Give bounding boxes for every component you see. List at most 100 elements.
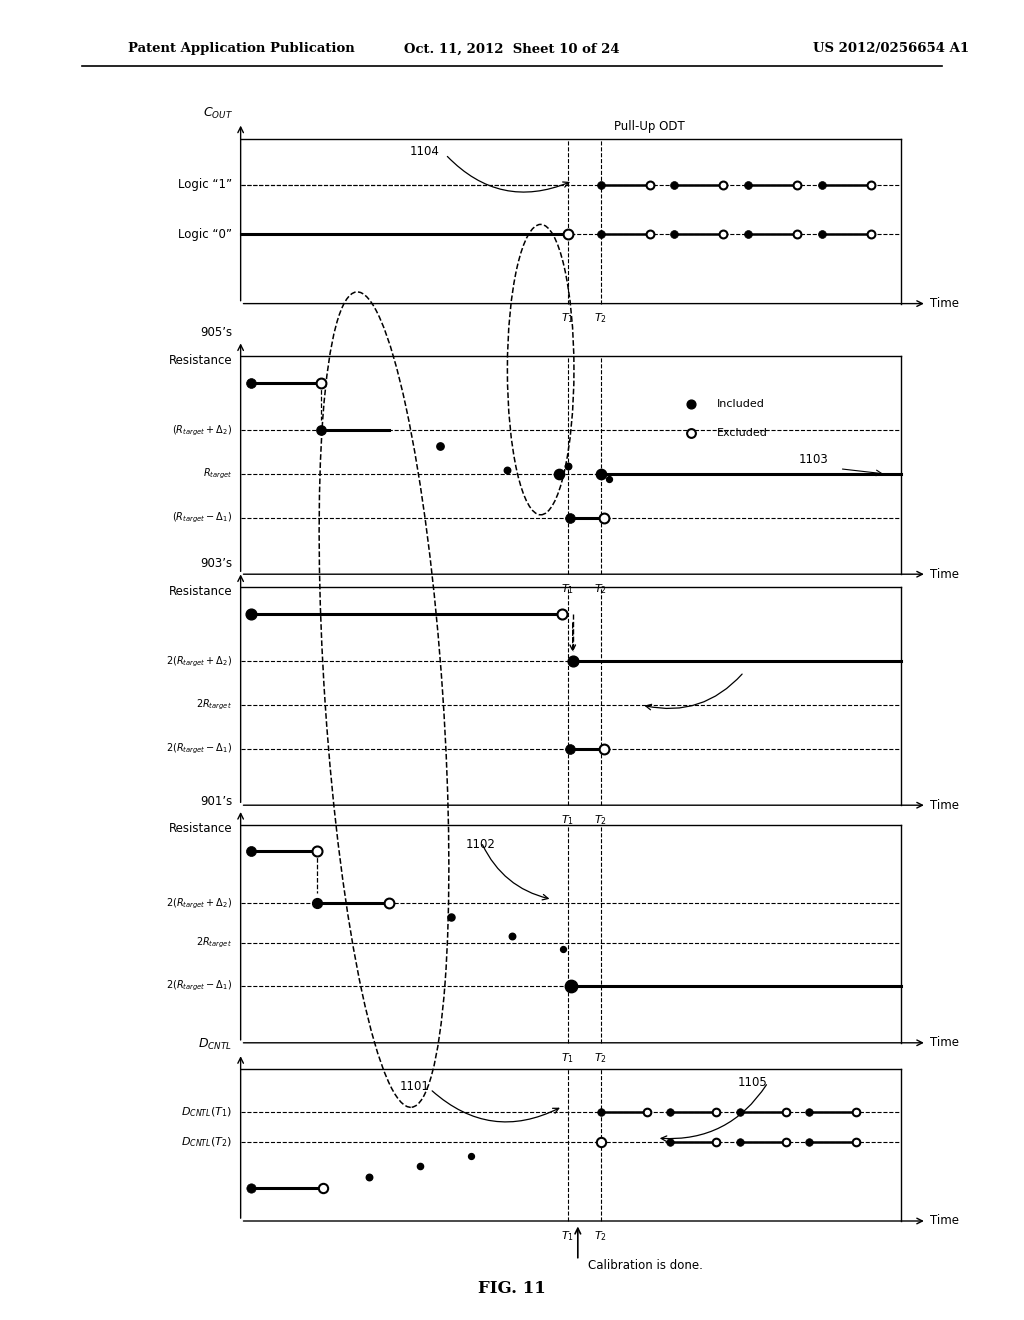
Text: Included: Included xyxy=(717,399,765,409)
Point xyxy=(504,925,520,946)
Text: Resistance: Resistance xyxy=(169,354,232,367)
Point xyxy=(360,1167,377,1188)
Point xyxy=(432,436,449,457)
Point xyxy=(243,372,259,393)
Point xyxy=(663,1101,679,1122)
Text: $D_{CNTL}$: $D_{CNTL}$ xyxy=(199,1038,232,1052)
Point xyxy=(639,1101,655,1122)
Point xyxy=(802,1101,818,1122)
Text: Time: Time xyxy=(930,1036,958,1049)
Point xyxy=(561,738,578,759)
Point xyxy=(564,651,581,672)
Point xyxy=(848,1101,864,1122)
Text: $(R_{target}-\Delta_1)$: $(R_{target}-\Delta_1)$ xyxy=(172,511,232,525)
Text: 905’s: 905’s xyxy=(201,326,232,339)
Point xyxy=(593,463,609,484)
Point xyxy=(778,1101,795,1122)
Point xyxy=(642,223,658,246)
Text: $D_{CNTL}(T_1)$: $D_{CNTL}(T_1)$ xyxy=(181,1105,232,1118)
Point xyxy=(732,1101,749,1122)
Point xyxy=(554,603,570,624)
Point xyxy=(243,841,259,862)
Text: $T_2$: $T_2$ xyxy=(594,312,607,325)
Text: Oct. 11, 2012  Sheet 10 of 24: Oct. 11, 2012 Sheet 10 of 24 xyxy=(404,42,620,55)
Point xyxy=(442,906,459,927)
Point xyxy=(593,1101,609,1122)
Point xyxy=(593,223,609,246)
Point xyxy=(778,1131,795,1152)
Point xyxy=(814,174,830,195)
Text: FIG. 11: FIG. 11 xyxy=(478,1280,546,1296)
Point xyxy=(555,939,571,960)
Text: $(R_{target}+\Delta_2)$: $(R_{target}+\Delta_2)$ xyxy=(172,424,232,438)
Text: $2(R_{target}+\Delta_2)$: $2(R_{target}+\Delta_2)$ xyxy=(166,896,232,911)
Point xyxy=(309,841,326,862)
Text: $T_2$: $T_2$ xyxy=(594,813,607,826)
Point xyxy=(716,223,732,246)
Point xyxy=(312,420,329,441)
Point xyxy=(709,1101,725,1122)
Point xyxy=(561,507,578,528)
Point xyxy=(802,1131,818,1152)
Text: $T_1$: $T_1$ xyxy=(561,813,574,826)
Text: $T_1$: $T_1$ xyxy=(561,1051,574,1064)
Text: Time: Time xyxy=(930,799,958,812)
Text: $2R_{target}$: $2R_{target}$ xyxy=(197,936,232,950)
Text: Resistance: Resistance xyxy=(169,585,232,598)
Text: $T_1$: $T_1$ xyxy=(561,312,574,325)
Point xyxy=(709,1131,725,1152)
Point xyxy=(683,422,699,444)
Point xyxy=(848,1131,864,1152)
Text: 901’s: 901’s xyxy=(201,795,232,808)
Point xyxy=(601,469,617,490)
Point xyxy=(596,507,612,528)
Text: Pull-Up ODT: Pull-Up ODT xyxy=(614,120,685,133)
Text: Time: Time xyxy=(930,297,958,310)
Text: 1101: 1101 xyxy=(399,1080,430,1093)
Text: Logic “1”: Logic “1” xyxy=(178,178,232,191)
Text: $D_{CNTL}(T_2)$: $D_{CNTL}(T_2)$ xyxy=(181,1135,232,1148)
Text: 1103: 1103 xyxy=(799,453,828,466)
Point xyxy=(314,1177,331,1199)
Text: $R_{target}$: $R_{target}$ xyxy=(203,467,232,482)
Point xyxy=(667,223,683,246)
Text: Excluded: Excluded xyxy=(717,428,768,438)
Text: $2(R_{target}+\Delta_2)$: $2(R_{target}+\Delta_2)$ xyxy=(166,655,232,669)
Text: $T_1$: $T_1$ xyxy=(561,1229,574,1242)
Point xyxy=(499,459,515,480)
Point xyxy=(732,1131,749,1152)
Point xyxy=(560,455,577,477)
Point xyxy=(740,223,757,246)
Point xyxy=(243,1177,259,1199)
Point xyxy=(596,738,612,759)
Text: Logic “0”: Logic “0” xyxy=(178,228,232,240)
Point xyxy=(559,223,575,246)
Point xyxy=(243,603,259,624)
Point xyxy=(716,174,732,195)
Text: $T_2$: $T_2$ xyxy=(594,1051,607,1064)
Point xyxy=(663,1131,679,1152)
Text: 1105: 1105 xyxy=(737,1076,767,1089)
Point xyxy=(309,892,326,913)
Point xyxy=(863,174,880,195)
Text: US 2012/0256654 A1: US 2012/0256654 A1 xyxy=(813,42,969,55)
Point xyxy=(740,174,757,195)
Point xyxy=(683,393,699,414)
Point xyxy=(551,463,567,484)
Text: Patent Application Publication: Patent Application Publication xyxy=(128,42,354,55)
Point xyxy=(642,174,658,195)
Text: Calibration is done.: Calibration is done. xyxy=(588,1259,702,1272)
Point xyxy=(667,174,683,195)
Point xyxy=(593,1131,609,1152)
Text: 903’s: 903’s xyxy=(201,557,232,570)
Text: $T_2$: $T_2$ xyxy=(594,1229,607,1242)
Text: $T_2$: $T_2$ xyxy=(594,582,607,595)
Text: $C_{OUT}$: $C_{OUT}$ xyxy=(203,107,232,121)
Point xyxy=(814,223,830,246)
Text: $T_1$: $T_1$ xyxy=(561,582,574,595)
Point xyxy=(790,174,806,195)
Text: 1102: 1102 xyxy=(466,838,496,851)
Text: $2R_{target}$: $2R_{target}$ xyxy=(197,698,232,713)
Text: $2(R_{target}-\Delta_1)$: $2(R_{target}-\Delta_1)$ xyxy=(166,742,232,756)
Point xyxy=(562,975,579,997)
